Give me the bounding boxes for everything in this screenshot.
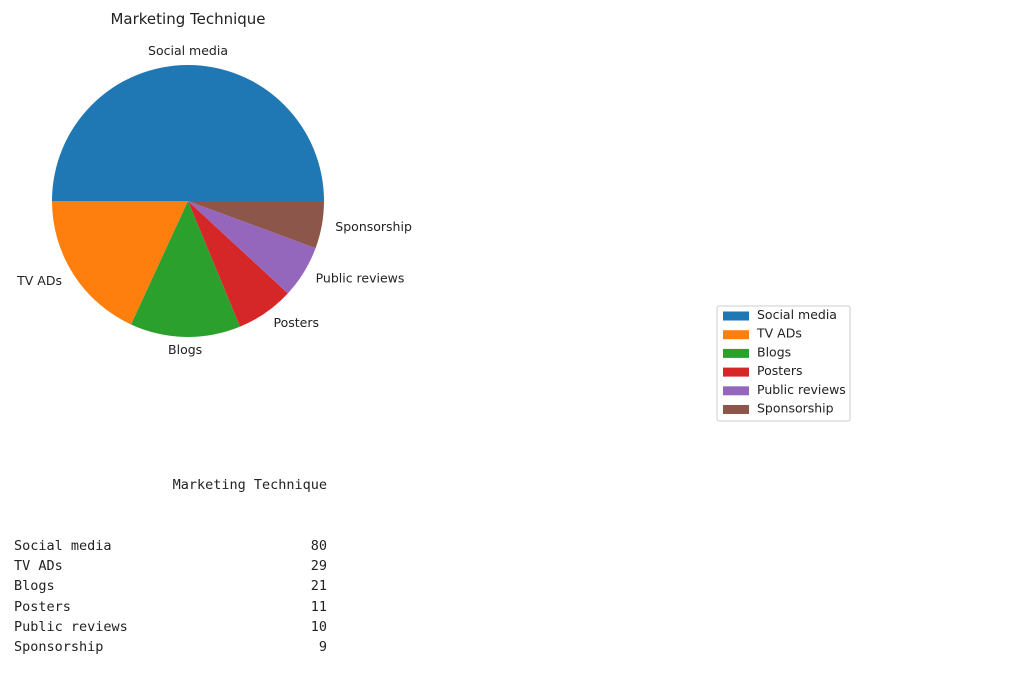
table-row-label: Sponsorship [14, 639, 104, 656]
slice-label: TV ADs [16, 273, 62, 288]
pie-slices [52, 65, 324, 338]
pie-slice [52, 201, 188, 325]
table-row-label: Social media [14, 538, 112, 555]
table-row-label: Posters [14, 598, 71, 615]
legend-swatch [723, 405, 749, 414]
table-row-label: TV ADs [14, 558, 63, 575]
legend-swatch [723, 330, 749, 340]
table-row-value: 29 [310, 558, 327, 575]
table-row: Posters 11 [14, 597, 327, 617]
table-row-label: Public reviews [14, 618, 128, 635]
legend-label: Public reviews [757, 382, 846, 397]
slice-label: Sponsorship [335, 219, 412, 234]
table-row: Public reviews 10 [14, 617, 327, 637]
slice-label: Blogs [168, 342, 202, 357]
table-row-label: Blogs [14, 578, 55, 595]
table-column-header: Marketing Technique [172, 477, 327, 494]
table-row-value: 9 [318, 639, 327, 656]
pie-labels: Social media TV ADs Blogs Posters Public rev… [16, 43, 412, 357]
legend-frame [716, 305, 851, 422]
table-body: Social media 80 TV ADs 29 Blogs 21 Posters 11 Pu… [14, 536, 327, 657]
table-row: TV ADs 29 [14, 556, 327, 576]
legend-swatch [723, 311, 749, 321]
table-row-value: 10 [310, 618, 327, 635]
pie-slice [188, 201, 316, 294]
table-row: Social media 80 [14, 536, 327, 556]
legend-label: Sponsorship [757, 401, 834, 416]
table-index-header [14, 475, 154, 495]
legend-swatch [723, 348, 749, 358]
legend-label: Social media [757, 307, 837, 322]
pie-chart: Marketing Technique Social media TV ADs Bl… [16, 10, 851, 422]
table-row: Blogs 21 [14, 576, 327, 596]
pie-slice [188, 201, 288, 327]
legend-label: Blogs [757, 344, 791, 359]
pie-slice [52, 65, 324, 201]
legend-swatch [723, 367, 749, 377]
dataframe-table: Marketing Technique Social media 80 TV ADs… [14, 435, 327, 677]
table-row-value: 80 [310, 538, 327, 555]
legend-label: Posters [757, 363, 803, 378]
slice-label: Public reviews [316, 271, 405, 286]
table-row-value: 21 [310, 578, 327, 595]
legend: Social media TV ADs Blogs Posters Public rev… [716, 305, 851, 422]
pie-slice [131, 201, 241, 338]
chart-title: Marketing Technique [110, 10, 265, 28]
table-row: Sponsorship 9 [14, 637, 327, 657]
pie-slice [188, 201, 324, 249]
legend-swatch [723, 386, 749, 396]
slice-label: Social media [148, 43, 228, 58]
slice-label: Posters [274, 315, 320, 330]
table-header-row: Marketing Technique [14, 475, 327, 495]
legend-label: TV ADs [756, 326, 802, 341]
table-row-value: 11 [310, 598, 327, 615]
